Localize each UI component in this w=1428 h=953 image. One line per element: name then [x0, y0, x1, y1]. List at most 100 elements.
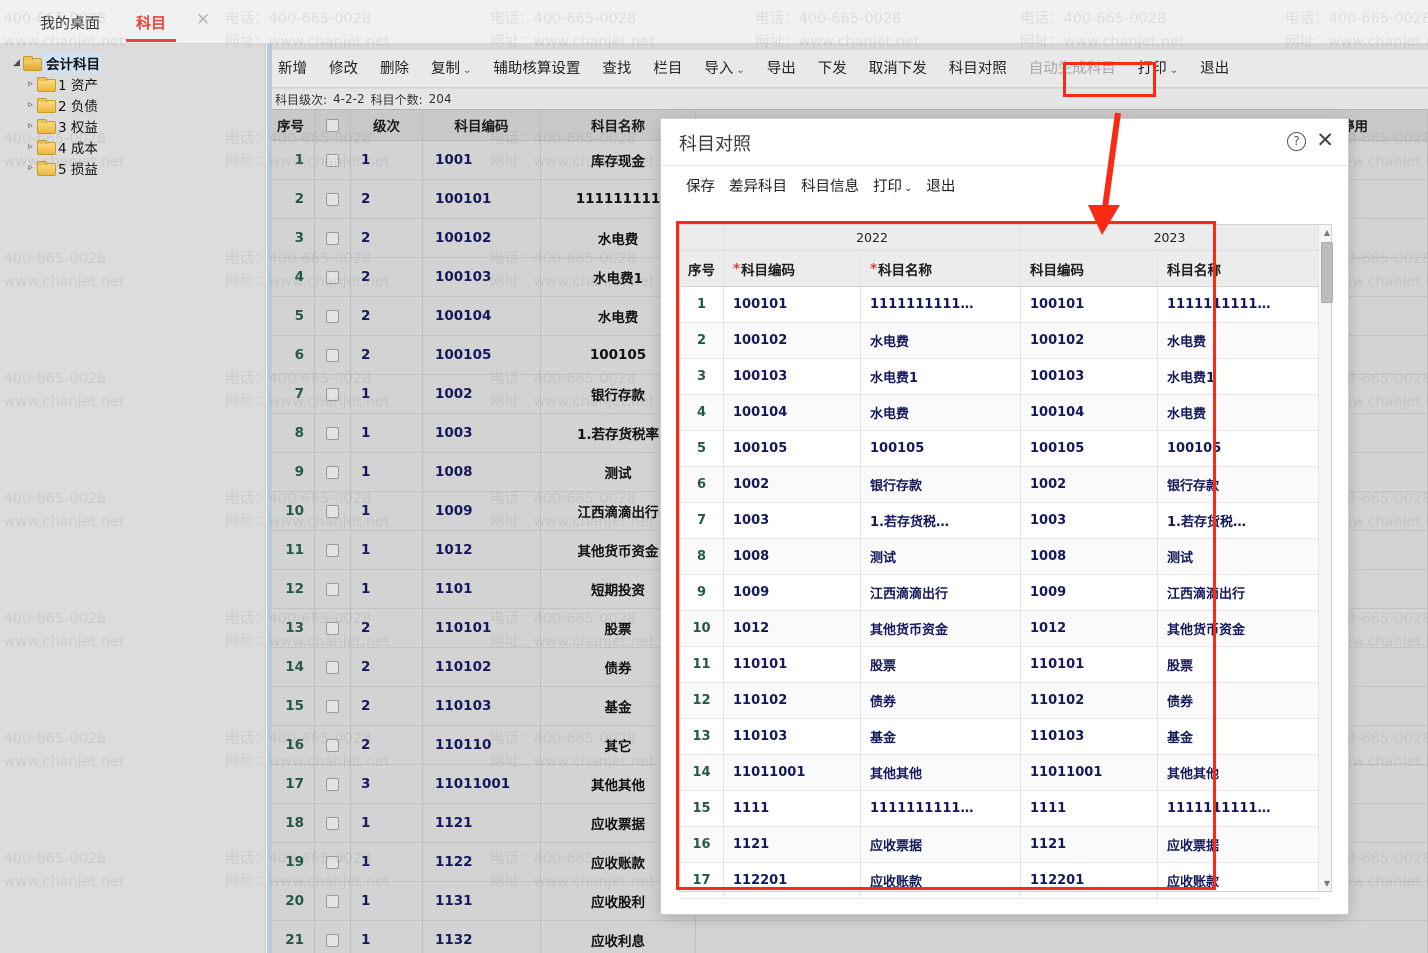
cell-code-2022[interactable]: 1111	[724, 791, 861, 826]
cell-name-2023[interactable]: 债券	[1167, 695, 1194, 710]
chevron-down-icon[interactable]: ⌄	[736, 64, 745, 76]
cell-name-2023[interactable]: 江西滴滴出行	[1167, 587, 1246, 602]
cell-check[interactable]	[315, 297, 351, 335]
cell-check[interactable]	[315, 882, 351, 920]
mapping-row[interactable]: 3 100103 水电费1 100103 水电费1	[680, 359, 1318, 395]
col-header-name-2023[interactable]: 科目名称	[1167, 262, 1221, 279]
dialog-toolbar-button-4[interactable]: 退出	[919, 175, 962, 196]
cell-code-2022[interactable]: 100103	[724, 359, 861, 394]
tab-subject[interactable]: 科目	[126, 8, 177, 42]
cell-code-2023[interactable]: 1012	[1021, 611, 1158, 646]
chevron-right-icon[interactable]: ▹	[28, 141, 33, 152]
dialog-toolbar-button-0[interactable]: 保存	[679, 175, 722, 196]
cell-name-2023[interactable]: 其他其他	[1167, 767, 1220, 782]
tree-node-profitloss[interactable]: ▹ 5 损益	[24, 157, 261, 178]
cell-check[interactable]	[315, 453, 351, 491]
cell-check[interactable]	[315, 531, 351, 569]
cell-code-2022[interactable]: 100104	[724, 395, 861, 430]
cell-name-2022[interactable]: 江西滴滴出行	[861, 575, 1021, 610]
cell-code-2023[interactable]: 100101	[1021, 287, 1158, 322]
chevron-down-icon[interactable]: ⌄	[904, 182, 913, 194]
cell-name-2022[interactable]: 其他其他	[861, 755, 1021, 790]
toolbar-button-0[interactable]: 新增	[267, 54, 318, 84]
select-all-checkbox[interactable]	[326, 118, 339, 132]
col-header-code-2022[interactable]: * 科目编码	[724, 251, 861, 286]
cell-code-2023[interactable]: 100103	[1021, 359, 1158, 394]
dialog-toolbar-button-2[interactable]: 科目信息	[794, 175, 866, 196]
cell-check[interactable]	[315, 726, 351, 764]
mapping-row[interactable]: 15 1111 1111111111… 1111 1111111111…	[680, 791, 1318, 827]
cell-check[interactable]	[315, 804, 351, 842]
row-checkbox[interactable]	[326, 582, 339, 596]
col-header-level[interactable]: 级次	[351, 110, 423, 140]
row-checkbox[interactable]	[326, 777, 339, 791]
cell-name-2022[interactable]: 水电费	[861, 395, 1021, 430]
col-header-code[interactable]: 科目编码	[423, 110, 541, 140]
row-checkbox[interactable]	[326, 816, 339, 830]
cell-code-2023[interactable]: 1121	[1021, 827, 1158, 862]
row-checkbox[interactable]	[326, 387, 339, 401]
cell-name-2022[interactable]: 股票	[861, 647, 1021, 682]
row-checkbox[interactable]	[326, 426, 339, 440]
chevron-right-icon[interactable]: ▹	[28, 162, 33, 173]
cell-name-2022[interactable]: 银行存款	[861, 467, 1021, 502]
scroll-down-icon[interactable]: ▼	[1323, 879, 1331, 888]
cell-code-2022[interactable]: 1121	[724, 827, 861, 862]
col-header-seq[interactable]: 序号	[267, 110, 315, 140]
row-checkbox[interactable]	[326, 504, 339, 518]
cell-code-2022[interactable]: 1009	[724, 575, 861, 610]
toolbar-button-2[interactable]: 删除	[369, 54, 420, 84]
cell-name-2023[interactable]: 基金	[1167, 731, 1194, 746]
dialog-toolbar-button-1[interactable]: 差异科目	[722, 175, 794, 196]
cell-check[interactable]	[315, 570, 351, 608]
toolbar-button-10[interactable]: 取消下发	[858, 54, 938, 84]
cell-check[interactable]	[315, 609, 351, 647]
cell-name-2023[interactable]: 1111111111…	[1167, 297, 1271, 312]
cell-code-2023[interactable]: 1111	[1021, 791, 1158, 826]
help-icon[interactable]: ?	[1287, 132, 1306, 151]
row-checkbox[interactable]	[326, 270, 339, 284]
toolbar-button-1[interactable]: 修改	[318, 54, 369, 84]
close-icon[interactable]: ✕	[1316, 128, 1334, 152]
toolbar-button-4[interactable]: 辅助核算设置	[482, 54, 591, 84]
row-checkbox[interactable]	[326, 231, 339, 245]
panel-splitter[interactable]	[267, 44, 272, 953]
row-checkbox[interactable]	[326, 153, 339, 167]
cell-name-2022[interactable]: 100105	[861, 431, 1021, 466]
cell-check[interactable]	[315, 258, 351, 296]
col-header-name-2022[interactable]: * 科目名称	[861, 251, 1021, 286]
cell-name-2022[interactable]: 其他货币资金	[861, 611, 1021, 646]
toolbar-button-3[interactable]: 复制 ⌄	[420, 54, 482, 84]
cell-code-2022[interactable]: 110101	[724, 647, 861, 682]
row-checkbox[interactable]	[326, 543, 339, 557]
cell-code-2023[interactable]: 110102	[1021, 683, 1158, 718]
row-checkbox[interactable]	[326, 465, 339, 479]
mapping-row[interactable]: 12 110102 债券 110102 债券	[680, 683, 1318, 719]
cell-name-2023[interactable]: 其他货币资金	[1167, 623, 1246, 638]
mapping-row[interactable]: 13 110103 基金 110103 基金	[680, 719, 1318, 755]
mapping-row[interactable]: 4 100104 水电费 100104 水电费	[680, 395, 1318, 431]
chevron-right-icon[interactable]: ▹	[28, 78, 33, 89]
cell-code-2023[interactable]: 1008	[1021, 539, 1158, 574]
col-header-code-2023[interactable]: 科目编码	[1021, 251, 1158, 286]
cell-check[interactable]	[315, 336, 351, 374]
cell-code-2023[interactable]: 1002	[1021, 467, 1158, 502]
close-icon[interactable]: ✕	[196, 10, 211, 30]
chevron-right-icon[interactable]: ▹	[28, 99, 33, 110]
cell-name-2022[interactable]: 1.若存货税…	[861, 503, 1021, 538]
cell-check[interactable]	[315, 492, 351, 530]
toolbar-button-14[interactable]: 退出	[1189, 54, 1240, 84]
col-header-check[interactable]	[315, 110, 351, 140]
table-row[interactable]: 12 1 1101 短期投资	[267, 570, 1428, 609]
cell-name-2022[interactable]: 1111111111…	[861, 791, 1021, 826]
mapping-row[interactable]: 8 1008 测试 1008 测试	[680, 539, 1318, 575]
row-checkbox[interactable]	[326, 660, 339, 674]
cell-code-2023[interactable]: 110103	[1021, 719, 1158, 754]
cell-code-2023[interactable]: 110101	[1021, 647, 1158, 682]
cell-check[interactable]	[315, 375, 351, 413]
table-row[interactable]: 11 1 1012 其他货币资金	[267, 531, 1428, 570]
toolbar-button-5[interactable]: 查找	[591, 54, 642, 84]
cell-code-2022[interactable]: 1002	[724, 467, 861, 502]
cell-check[interactable]	[315, 765, 351, 803]
toolbar-button-7[interactable]: 导入 ⌄	[693, 54, 755, 84]
